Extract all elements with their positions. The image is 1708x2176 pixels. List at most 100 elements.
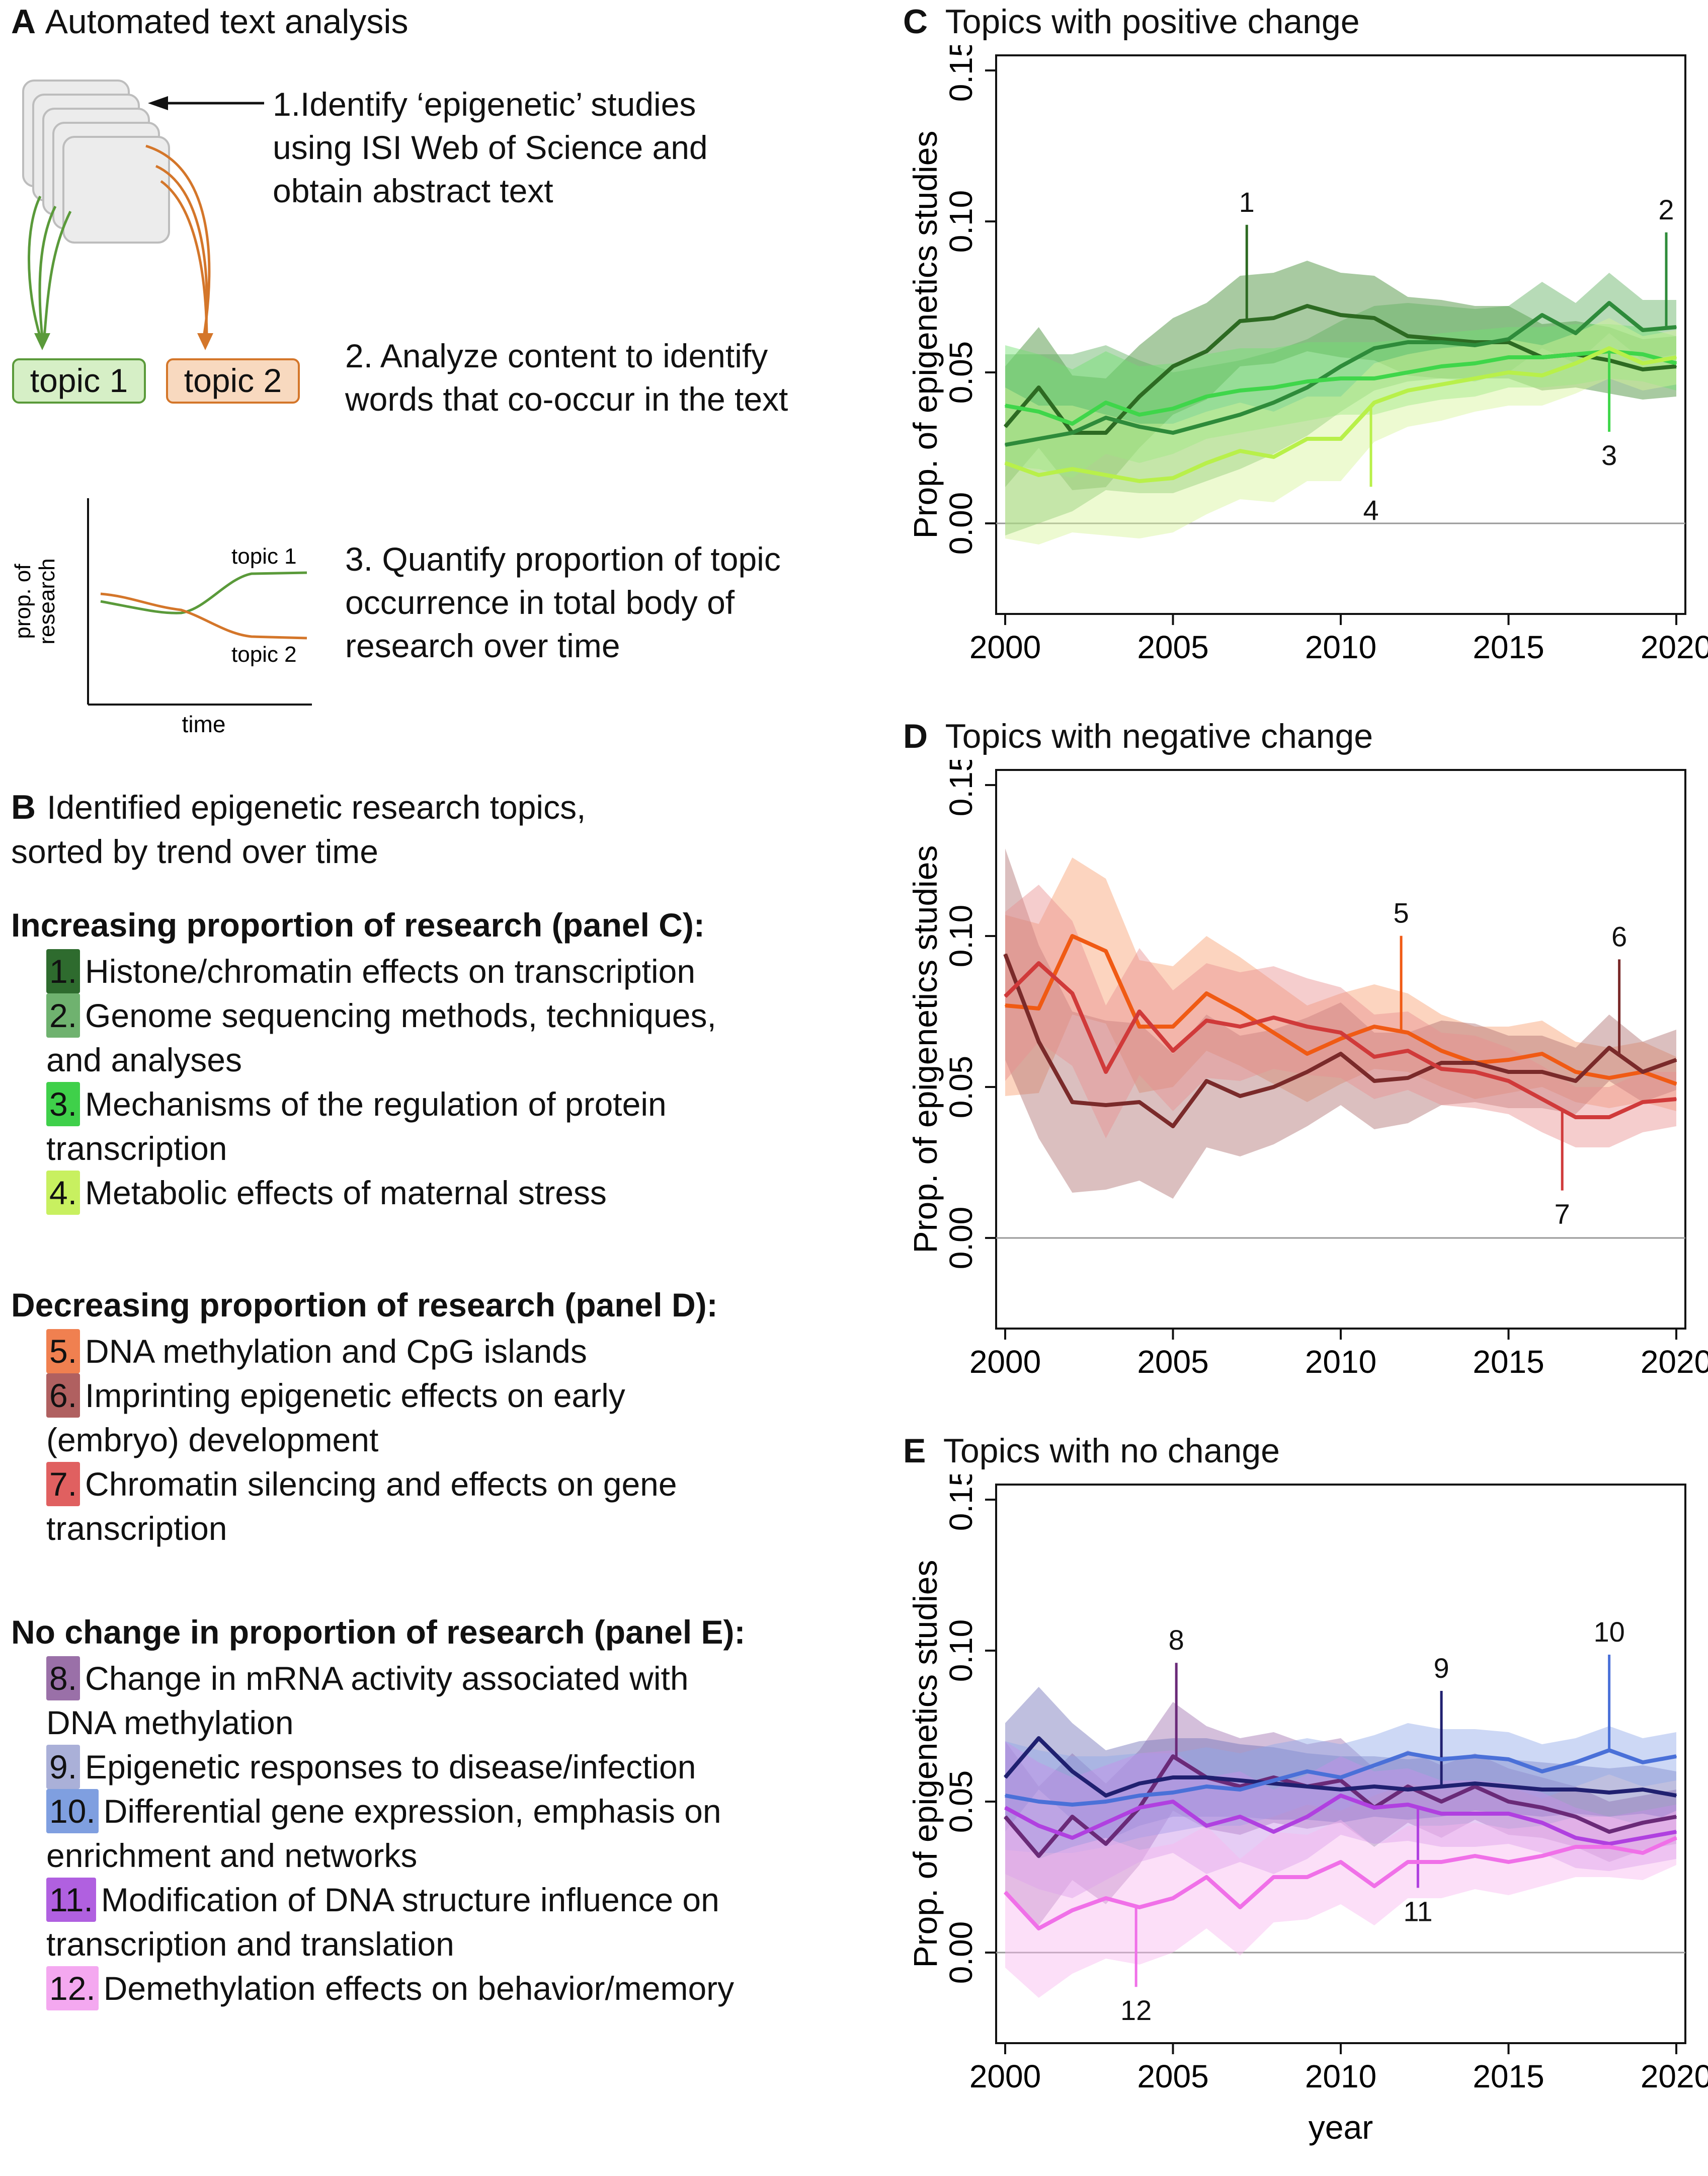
panel-e-title: Topics with no change [943,1432,1280,1470]
series-12-point [1575,1846,1576,1847]
series-5-point [1005,1005,1006,1006]
series-3-point [1138,414,1140,415]
step-2: 2. Analyze content to identify words tha… [345,334,788,421]
series-11-point [1239,1816,1241,1817]
series-2-point [1005,444,1006,445]
series-11-point [1474,1813,1476,1814]
series-8-point [1172,1756,1174,1757]
series-9-point [1642,1789,1644,1790]
mini-trend-chart: topic 1 topic 2 time prop. of research [11,498,312,737]
series-11-point [1005,1807,1006,1808]
series-3-point [1038,411,1039,412]
series-6-point [1172,1126,1174,1127]
series-12-point [1038,1928,1039,1929]
series-1-point [1038,387,1039,388]
series-7-point [1541,1099,1543,1100]
series-2-point [1172,432,1174,433]
series-12-point [1072,1910,1073,1911]
legend-item-text: transcription [46,1130,227,1167]
series-11-point [1206,1825,1207,1826]
series-12-point [1541,1855,1543,1856]
series-3-point [1005,405,1006,406]
series-11-point [1307,1816,1308,1817]
series-5-point [1407,1032,1409,1033]
series-2-point [1206,423,1207,424]
series-3-point [1676,363,1677,364]
series-2-point [1072,432,1073,433]
legend-item-text: Chromatin silencing and effects on gene [85,1465,677,1503]
series-5-point [1239,1011,1241,1012]
legend-item-text: Histone/chromatin effects on transcripti… [85,953,696,990]
series-2-point [1038,438,1039,439]
series-4-point [1340,438,1341,439]
mini-y-label-2: research [35,558,59,644]
series-9-point [1407,1789,1409,1790]
series-2-point [1373,348,1375,349]
series-12-point [1138,1907,1140,1908]
series-7-point [1038,963,1039,964]
panel-b-title-line: Identified epigenetic research topics, [47,789,586,826]
series-4-point [1608,348,1610,349]
series-3-point [1239,390,1241,391]
legend-item: 4. Metabolic effects of maternal stress [46,1171,716,1215]
series-4-confidence-band [1005,318,1676,545]
y-tick-label: 0.10 [943,190,979,253]
series-9-point [1072,1771,1073,1772]
series-1-point [1206,351,1207,352]
series-12-point [1407,1861,1409,1862]
green-arrows [28,195,72,338]
series-9-point [1005,1777,1006,1778]
series-9-point [1508,1786,1509,1787]
series-11-point [1441,1813,1442,1814]
series-3-point [1642,354,1644,355]
legend-item: 5. DNA methylation and CpG islands [46,1329,718,1373]
legend-item-text: Change in mRNA activity associated with [85,1660,689,1697]
series-8-point [1474,1786,1476,1787]
legend-group-increasing: Increasing proportion of research (panel… [11,906,716,1215]
legend-group-decreasing: Decreasing proportion of research (panel… [11,1286,718,1550]
series-10-point [1005,1795,1006,1796]
panel-b-header: B Identified epigenetic research topics, … [11,785,586,874]
series-9-point [1575,1789,1576,1790]
series-1-point [1172,366,1174,367]
series-6-point [1038,1041,1039,1042]
mini-topic-2-label: topic 2 [231,642,297,667]
x-tick-label: 2020 [1641,2058,1708,2094]
series-7-point [1239,1026,1241,1027]
series-10-point [1172,1792,1174,1793]
series-7-point [1676,1099,1677,1100]
legend-item-text: Genome sequencing methods, techniques, [85,997,716,1034]
series-3-point [1441,366,1442,367]
x-tick-label: 2015 [1473,629,1544,665]
series-2-point [1307,387,1308,388]
legend-item: 1. Histone/chromatin effects on transcrip… [46,949,716,993]
series-3-point [1541,357,1543,358]
topic-1-box: topic 1 [12,358,146,404]
legend-group-no-change: No change in proportion of research (pan… [11,1613,745,2010]
series-1-point [1642,369,1644,370]
series-7-point [1441,1068,1442,1069]
x-tick-label: 2005 [1137,629,1208,665]
series-9-point [1273,1783,1274,1784]
series-10-point [1340,1777,1341,1778]
y-axis-label: Prop. of epigenetics studies [907,131,944,539]
series-1-point [1105,432,1107,433]
panel-b-letter: B [11,788,36,826]
legend-swatch-1: 1. [46,949,80,993]
legend-item-text: Modification of DNA structure influence … [101,1881,719,1918]
y-tick-label: 0.00 [943,1921,979,1984]
y-axis-label: Prop. of epigenetics studies [907,1560,944,1968]
legend-item-text: Mechanisms of the regulation of protein [85,1085,667,1123]
series-1-point [1239,321,1241,322]
series-9-point [1038,1738,1039,1739]
y-tick-label: 0.05 [943,1770,979,1833]
series-10-point [1105,1801,1107,1802]
series-4-point [1642,363,1644,364]
series-3-point [1072,423,1073,424]
panel-e: E Topics with no change 0.00 0.05 0.10 0.15… [890,1429,1708,2176]
series-1-point [1340,315,1341,316]
series-3-point [1172,408,1174,409]
y-tick-label: 0.10 [943,1619,979,1682]
series-7-point [1307,1026,1308,1027]
series-6-point [1206,1080,1207,1081]
